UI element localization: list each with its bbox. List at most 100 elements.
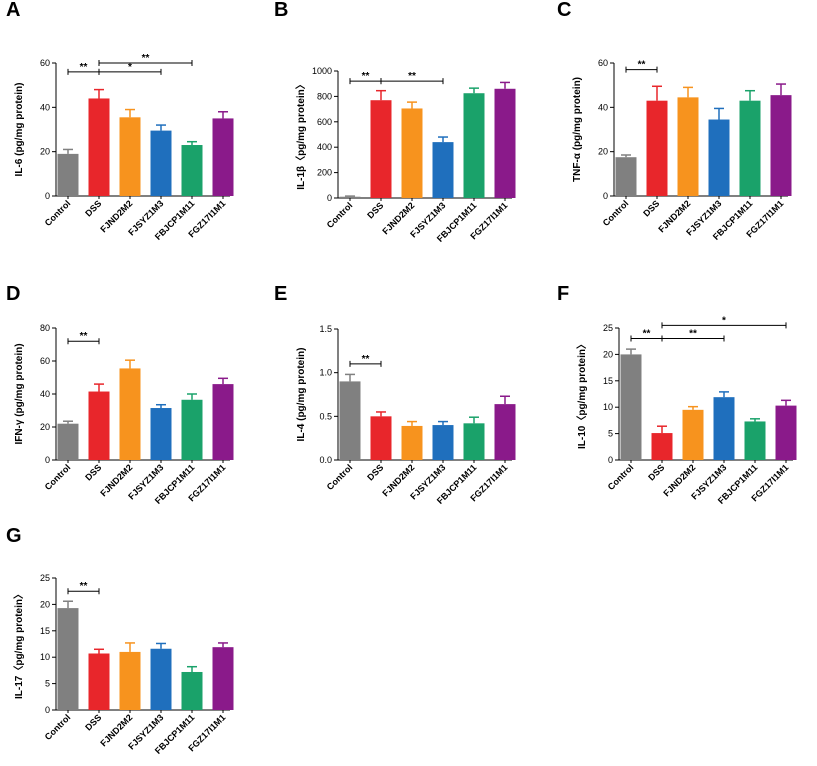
bar-fbjcp1m11 — [739, 100, 761, 196]
bar-fjsyz1m3 — [432, 142, 454, 198]
y-tick-label: 1.0 — [319, 368, 332, 378]
x-category-label: DSS — [83, 712, 103, 732]
bar-fgz17i1m1 — [775, 405, 797, 460]
y-tick-label: 600 — [317, 117, 332, 127]
y-tick-label: 40 — [598, 102, 608, 112]
x-category-label: Control — [601, 198, 631, 228]
x-category-label: Control — [325, 462, 355, 492]
y-tick-label: 40 — [40, 102, 50, 112]
y-tick-label: 400 — [317, 142, 332, 152]
y-tick-label: 200 — [317, 168, 332, 178]
y-tick-label: 0 — [45, 455, 50, 465]
y-tick-label: 20 — [603, 349, 613, 359]
significance-label: ** — [362, 71, 370, 82]
significance-label: * — [128, 62, 132, 73]
significance-label: ** — [638, 60, 646, 71]
y-tick-label: 0 — [608, 455, 613, 465]
x-category-label: DSS — [83, 198, 103, 218]
x-category-label: Control — [43, 198, 73, 228]
y-tick-label: 60 — [598, 58, 608, 68]
bar-fjsyz1m3 — [708, 119, 730, 196]
panel-letter: A — [6, 0, 20, 21]
y-tick-label: 0 — [603, 191, 608, 201]
significance-label: ** — [80, 581, 88, 592]
x-category-label: DSS — [83, 462, 103, 482]
significance-label: * — [722, 315, 726, 326]
bar-fjsyz1m3 — [150, 408, 172, 460]
y-tick-label: 1000 — [312, 66, 332, 76]
x-category-label: Control — [606, 462, 636, 492]
y-tick-label: 60 — [40, 356, 50, 366]
bar-fjnd2m2 — [401, 425, 423, 460]
chart-panel-g: G 0 5 10 15 20 25 IL-17〈pg/mg protein〉 Control DS… — [6, 525, 234, 756]
bar-fjnd2m2 — [401, 108, 423, 198]
y-tick-label: 40 — [40, 389, 50, 399]
bar-fjnd2m2 — [119, 117, 141, 196]
y-tick-label: 15 — [40, 626, 50, 636]
bar-fgz17i1m1 — [212, 118, 234, 196]
bar-fjsyz1m3 — [713, 397, 735, 460]
y-tick-label: 20 — [40, 422, 50, 432]
bar-fbjcp1m11 — [463, 423, 485, 460]
bar-dss — [651, 433, 673, 460]
bar-fbjcp1m11 — [463, 93, 485, 198]
y-tick-label: 25 — [40, 573, 50, 583]
bar-dss — [88, 391, 110, 460]
significance-label: ** — [643, 329, 651, 340]
bar-fjsyz1m3 — [150, 130, 172, 196]
y-axis-title: IL-10〈pg/mg protein〉 — [575, 339, 588, 449]
y-axis-title: IL-4 (pg/mg protein) — [296, 348, 307, 442]
bar-control — [57, 423, 79, 460]
bar-dss — [370, 416, 392, 460]
y-axis-title: IFN-γ (pg/mg protein) — [14, 343, 25, 444]
panel-letter: D — [6, 283, 20, 305]
bar-dss — [88, 653, 110, 710]
panel-letter: B — [274, 0, 288, 21]
significance-label: ** — [408, 71, 416, 82]
y-tick-label: 20 — [598, 147, 608, 157]
y-axis-title: IL-1β〈pg/mg protein〉 — [294, 79, 307, 190]
chart-panel-f: F 0 5 10 15 20 25 IL-10〈pg/mg protein〉 Control DS… — [557, 283, 797, 506]
chart-panel-e: E 0.0 0.5 1.0 1.5 IL-4 (pg/mg protein) Control… — [274, 283, 516, 506]
bar-control — [339, 381, 361, 460]
y-tick-label: 800 — [317, 91, 332, 101]
bar-fbjcp1m11 — [181, 671, 203, 710]
significance-label: ** — [142, 53, 150, 64]
bar-fjnd2m2 — [119, 651, 141, 710]
bar-dss — [370, 100, 392, 198]
chart-panel-d: D 0 20 40 60 80 IFN-γ (pg/mg protein) Control DS… — [6, 283, 234, 506]
x-category-label: Control — [325, 200, 355, 230]
bar-fbjcp1m11 — [181, 145, 203, 196]
y-axis-title: TNF-α (pg/mg protein) — [572, 77, 583, 182]
y-tick-label: 0.0 — [319, 455, 332, 465]
y-tick-label: 15 — [603, 376, 613, 386]
bar-fgz17i1m1 — [770, 95, 792, 196]
y-axis-title: IL-17〈pg/mg protein〉 — [12, 589, 25, 699]
panel-letter: G — [6, 525, 22, 547]
bar-fgz17i1m1 — [212, 647, 234, 710]
bar-dss — [88, 98, 110, 196]
bar-fgz17i1m1 — [494, 404, 516, 460]
bar-control — [57, 153, 79, 196]
bar-control — [615, 157, 637, 196]
panel-letter: E — [274, 283, 287, 305]
x-category-label: DSS — [646, 462, 666, 482]
chart-panel-b: B 0 200 400 600 800 1000 IL-1β〈pg/mg protein〉 Co… — [274, 0, 516, 244]
bar-fjnd2m2 — [682, 409, 704, 460]
x-category-label: DSS — [365, 462, 385, 482]
bar-fbjcp1m11 — [181, 399, 203, 460]
bar-control — [339, 196, 361, 198]
y-tick-label: 0 — [327, 193, 332, 203]
y-tick-label: 0 — [45, 191, 50, 201]
x-category-label: Control — [43, 712, 73, 742]
panel-letter: F — [557, 283, 569, 305]
y-tick-label: 10 — [603, 402, 613, 412]
y-tick-label: 25 — [603, 323, 613, 333]
bar-fbjcp1m11 — [744, 421, 766, 460]
y-tick-label: 20 — [40, 147, 50, 157]
significance-label: ** — [80, 331, 88, 342]
bar-fgz17i1m1 — [212, 384, 234, 460]
